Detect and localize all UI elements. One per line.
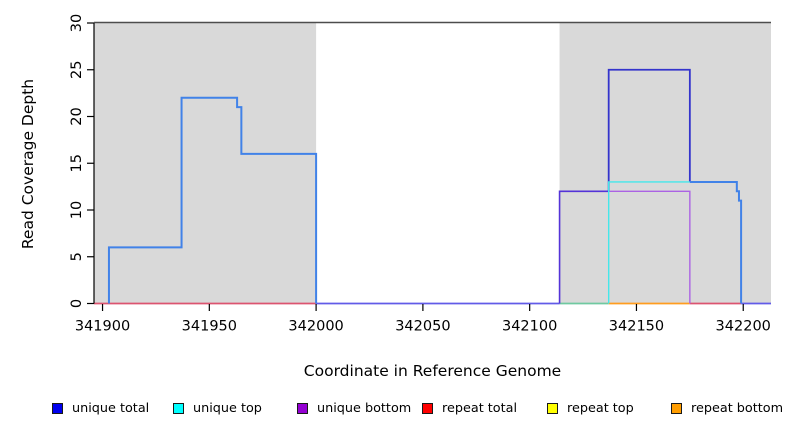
coverage-line-unique-total-and-top-right: [689, 180, 743, 304]
legend-item-unique-total: unique total: [52, 399, 149, 417]
y-tick-label: 20: [69, 107, 85, 125]
legend-item-repeat-bottom: repeat bottom: [671, 399, 783, 417]
x-axis-title: Coordinate in Reference Genome: [303, 362, 562, 380]
repeat-region-right: [559, 23, 771, 304]
x-tick-label: 342050: [395, 319, 450, 335]
x-tick-label: 342150: [609, 319, 664, 335]
y-axis-title: Read Coverage Depth: [19, 78, 37, 250]
coverage-line-unique-top-visible: [607, 181, 690, 304]
legend-label: unique bottom: [317, 400, 412, 416]
y-tick-label: 10: [69, 201, 85, 219]
legend-label: repeat bottom: [691, 400, 784, 416]
legend-label: unique top: [193, 400, 262, 416]
legend-swatch-icon: [173, 402, 184, 414]
legend-item-unique-bottom: unique bottom: [297, 399, 411, 417]
coverage-line-unique-total-dark: [607, 68, 691, 192]
legend: unique total unique top unique bottom repea…: [0, 399, 792, 421]
legend-item-unique-top: unique top: [173, 399, 262, 417]
coverage-line-unique-bottom-visible: [608, 190, 691, 304]
x-tick-label: 341950: [182, 319, 237, 335]
legend-swatch-icon: [297, 402, 308, 414]
legend-item-repeat-top: repeat top: [547, 399, 634, 417]
legend-item-repeat-total: repeat total: [422, 399, 517, 417]
x-tick-label: 342100: [502, 319, 557, 335]
legend-swatch-icon: [547, 402, 558, 414]
legend-swatch-icon: [52, 402, 63, 414]
legend-swatch-icon: [671, 402, 682, 414]
x-tick-label: 341900: [75, 319, 130, 335]
y-tick-label: 15: [69, 154, 85, 172]
legend-label: repeat total: [442, 400, 518, 416]
coverage-line-unique-total-and-top-left: [107, 96, 318, 304]
legend-label: unique total: [72, 400, 150, 416]
y-tick-label: 5: [69, 252, 85, 261]
repeat-region-left: [94, 23, 317, 304]
legend-label: repeat top: [567, 400, 634, 416]
y-tick-label: 25: [69, 61, 85, 79]
coverage-line-unique-total-over-bottom-rise: [558, 190, 609, 304]
x-tick-label: 342000: [288, 319, 343, 335]
y-tick-label: 0: [69, 299, 85, 308]
y-tick-label: 30: [69, 14, 85, 32]
legend-swatch-icon: [422, 402, 433, 414]
x-tick-label: 342200: [716, 319, 771, 335]
